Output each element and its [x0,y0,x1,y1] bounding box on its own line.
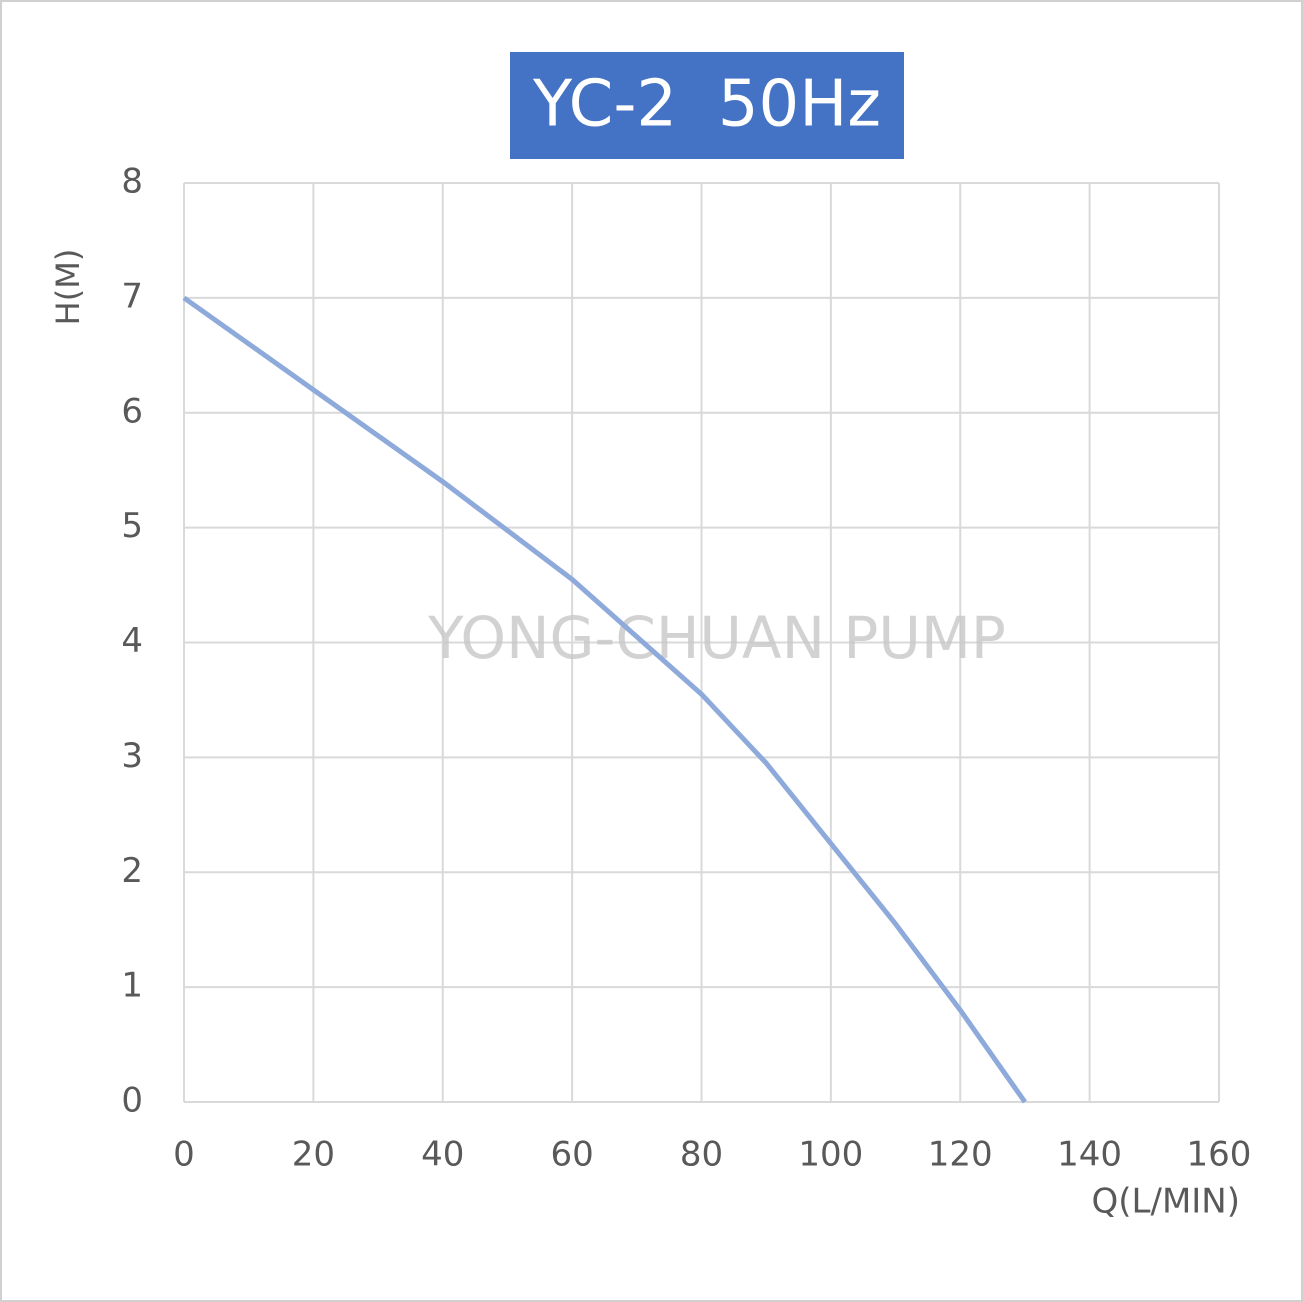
title-box [510,52,904,159]
y-tick-label: 2 [121,851,143,891]
y-tick-label: 6 [121,391,143,431]
x-tick-label: 60 [550,1135,593,1175]
y-tick-label: 1 [121,966,143,1006]
x-tick-label: 40 [421,1135,464,1175]
chart-title: YC-2 50Hz [532,68,881,142]
x-tick-label: 140 [1057,1135,1122,1175]
x-axis-label: Q(L/MIN) [1092,1182,1240,1222]
x-tick-label: 20 [292,1135,335,1175]
y-tick-label: 5 [121,506,143,546]
x-tick-label: 160 [1187,1135,1252,1175]
watermark: YONG-CHUAN PUMP [427,604,1006,672]
y-tick-label: 0 [121,1081,143,1121]
line [182,295,1027,1104]
y-tick-label: 8 [121,162,143,202]
y-axis-label: H(M) [49,249,87,326]
x-tick-label: 80 [680,1135,723,1175]
y-tick-label: 4 [121,621,143,661]
y-tick-label: 7 [121,276,143,316]
x-tick-label: 0 [173,1135,195,1175]
x-tick-label: 120 [928,1135,993,1175]
x-tick-label: 100 [798,1135,863,1175]
y-tick-label: 3 [121,736,143,776]
